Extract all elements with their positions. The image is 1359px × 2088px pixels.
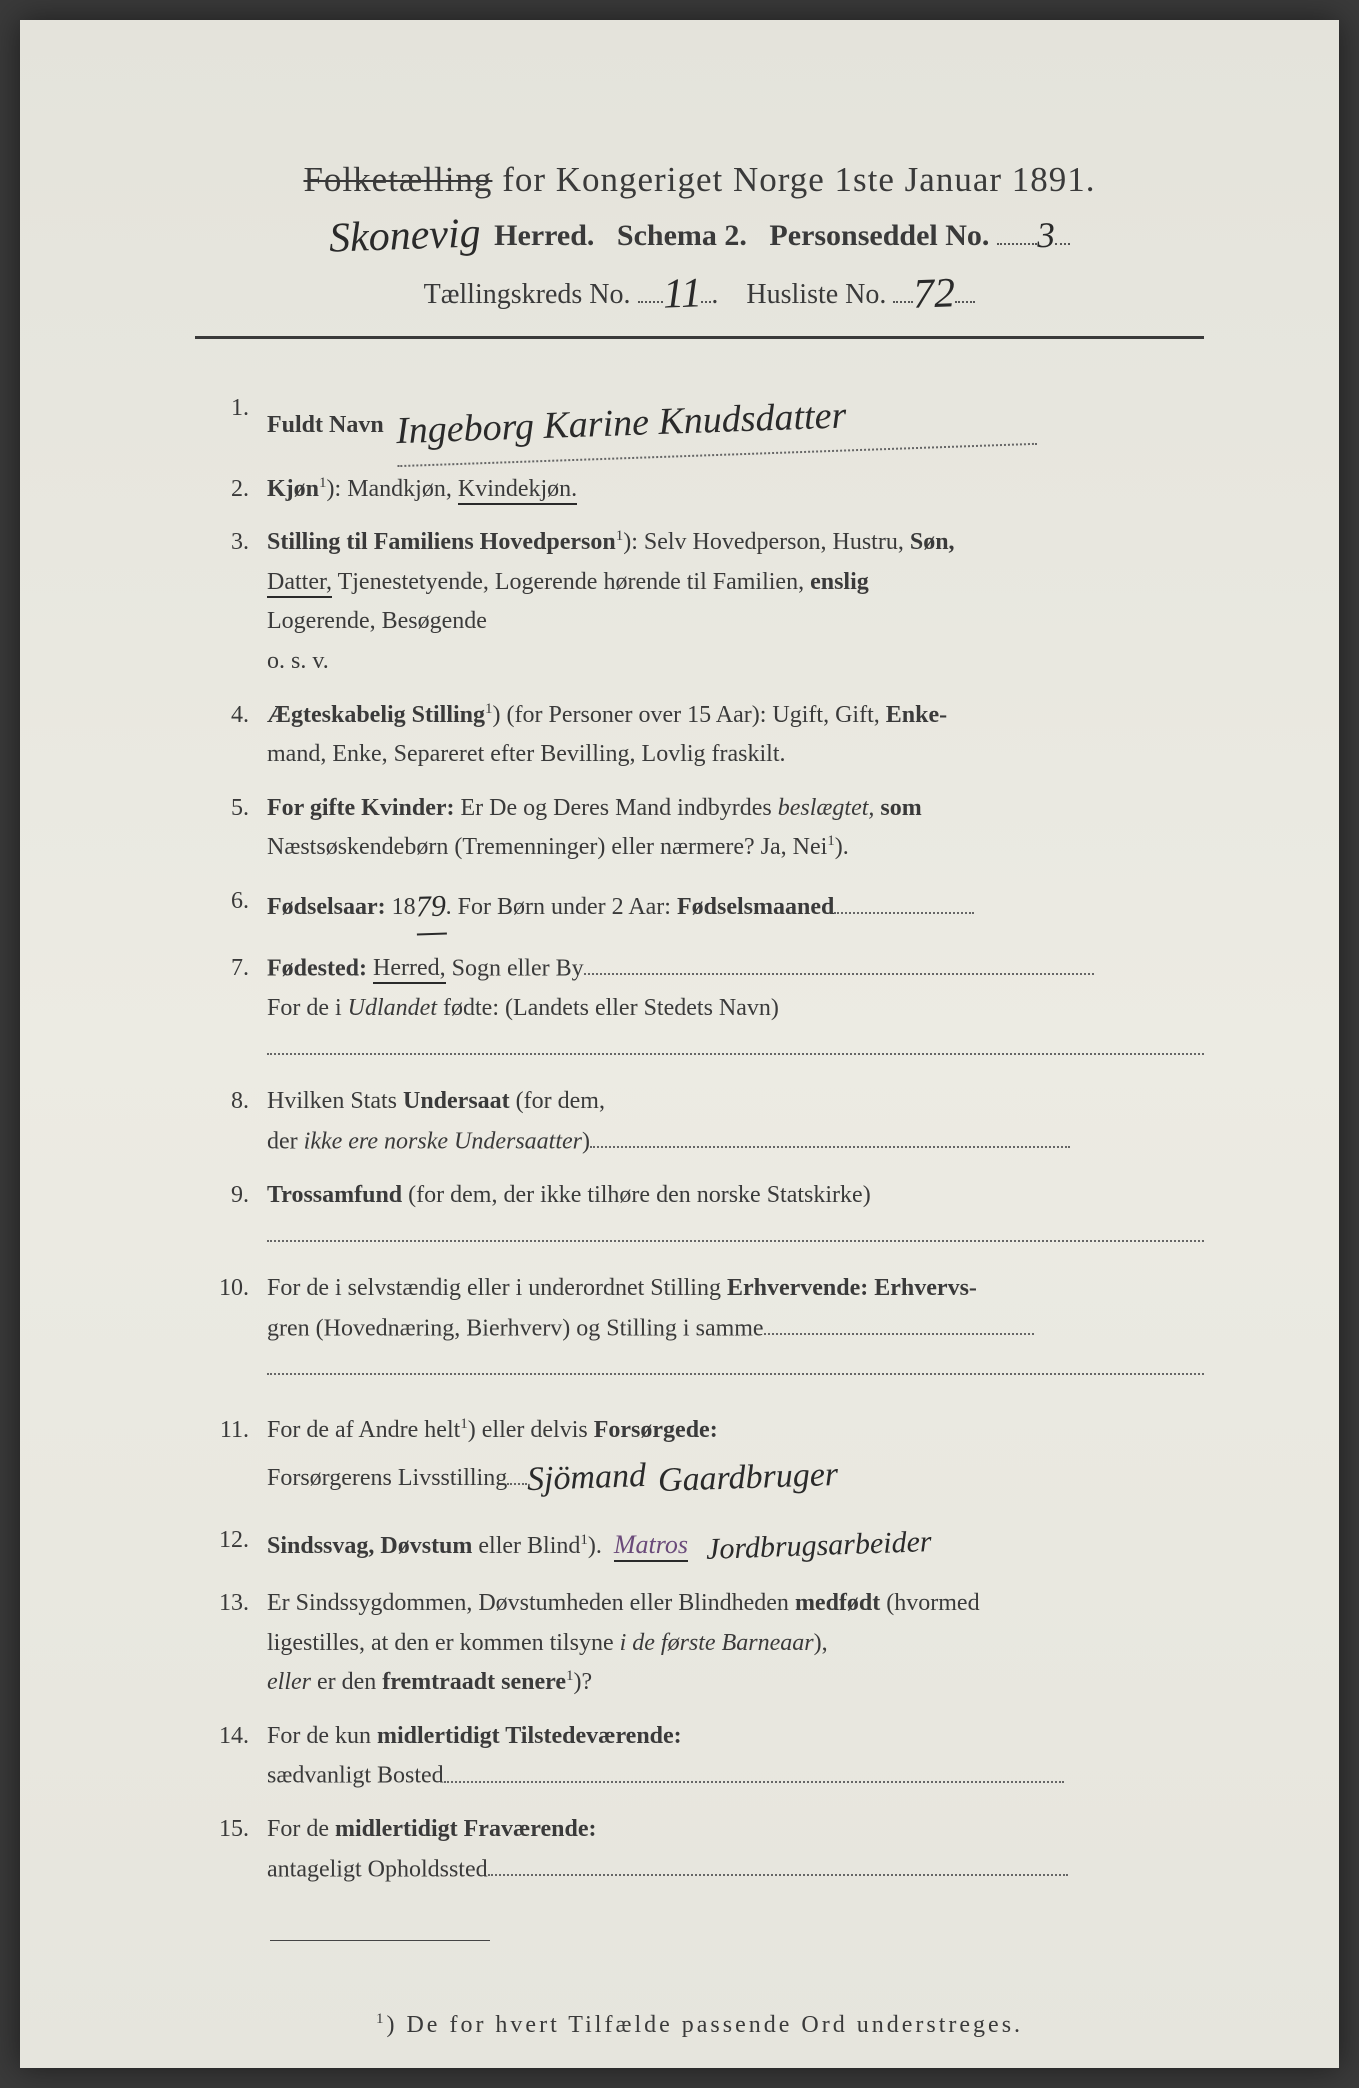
- q2-opt-mand: Mandkjøn,: [347, 476, 452, 502]
- form-items: 1. Fuldt Navn Ingeborg Karine Knudsdatte…: [195, 389, 1204, 1890]
- herred-label: Herred.: [494, 219, 594, 252]
- kreds-label: Tællingskreds No.: [424, 279, 631, 310]
- item-3: 3. Stilling til Familiens Hovedperson1):…: [205, 523, 1204, 681]
- item-11: 11. For de af Andre helt1) eller delvis …: [205, 1411, 1204, 1507]
- q11-hw-1: Sjömand: [526, 1448, 647, 1508]
- q1-name-handwritten: Ingeborg Karine Knudsdatter: [395, 378, 1037, 467]
- q12-label: Sindssvag, Døvstum: [267, 1533, 472, 1559]
- form-title: Folketælling for Kongeriget Norge 1ste J…: [195, 160, 1204, 200]
- q6-label: Fødselsaar:: [267, 894, 386, 920]
- schema-label: Schema 2.: [617, 219, 747, 252]
- header-rule: [195, 336, 1204, 339]
- kreds-no: 11: [662, 269, 703, 318]
- footnote: 1) De for hvert Tilfælde passende Ord un…: [195, 2011, 1204, 2039]
- header-line-2: Tællingskreds No. 11. Husliste No. 72: [195, 270, 1204, 318]
- q4-label: Ægteskabelig Stilling: [267, 702, 485, 728]
- q10-label: Erhvervende:: [727, 1275, 868, 1301]
- q2-opt-kvinde: Kvindekjøn.: [458, 476, 577, 505]
- census-form-page: Folketælling for Kongeriget Norge 1ste J…: [20, 20, 1339, 2068]
- item-2: 2. Kjøn1): Mandkjøn, Kvindekjøn.: [205, 470, 1204, 510]
- item-4: 4. Ægteskabelig Stilling1) (for Personer…: [205, 696, 1204, 775]
- herred-handwritten: Skonevig: [328, 209, 481, 262]
- q2-label: Kjøn: [267, 476, 319, 502]
- q3-opt-datter: Datter,: [267, 569, 332, 598]
- q5-label: For gifte Kvinder:: [267, 795, 455, 821]
- q1-label: Fuldt Navn: [267, 412, 384, 438]
- form-header: Folketælling for Kongeriget Norge 1ste J…: [195, 160, 1204, 318]
- q9-label: Trossamfund: [267, 1182, 402, 1208]
- item-5: 5. For gifte Kvinder: Er De og Deres Man…: [205, 789, 1204, 868]
- footnote-text: ) De for hvert Tilfælde passende Ord und…: [386, 2012, 1023, 2038]
- item-1: 1. Fuldt Navn Ingeborg Karine Knudsdatte…: [205, 389, 1204, 456]
- q14-label: midlertidigt Tilstedeværende:: [377, 1723, 682, 1749]
- header-line-1: Skonevig Herred. Schema 2. Personseddel …: [195, 212, 1204, 260]
- personseddel-no: 3: [1036, 214, 1055, 257]
- q12-hw-purple: Matros: [614, 1530, 688, 1562]
- personseddel-label: Personseddel No.: [769, 219, 989, 252]
- item-12: 12. Sindssvag, Døvstum eller Blind1). Ma…: [205, 1521, 1204, 1571]
- title-rest: for Kongeriget Norge 1ste Januar 1891.: [492, 160, 1095, 199]
- q8-label: Undersaat: [403, 1088, 510, 1114]
- husliste-label: Husliste No.: [746, 279, 886, 310]
- item-9: 9. Trossamfund (for dem, der ikke tilhør…: [205, 1176, 1204, 1256]
- q7-opt-herred: Herred,: [373, 955, 446, 984]
- item-6: 6. Fødselsaar: 1879. For Børn under 2 Aa…: [205, 882, 1204, 935]
- item-13: 13. Er Sindssygdommen, Døvstumheden elle…: [205, 1584, 1204, 1703]
- item-7: 7. Fødested: Herred, Sogn eller By For d…: [205, 949, 1204, 1069]
- q12-hw: Jordbrugsarbeider: [705, 1517, 932, 1574]
- q11-hw-2: Gaardbruger: [657, 1447, 839, 1509]
- q7-label: Fødested:: [267, 955, 367, 981]
- item-10: 10. For de i selvstændig eller i underor…: [205, 1269, 1204, 1389]
- q3-label: Stilling til Familiens Hovedperson: [267, 529, 616, 555]
- item-14: 14. For de kun midlertidigt Tilstedevære…: [205, 1717, 1204, 1797]
- footnote-rule: [270, 1940, 490, 1941]
- item-15: 15. For de midlertidigt Fraværende: anta…: [205, 1810, 1204, 1890]
- title-struck: Folketælling: [303, 160, 492, 199]
- husliste-no: 72: [913, 269, 957, 318]
- q15-label: midlertidigt Fraværende:: [335, 1816, 597, 1842]
- q6-year-handwritten: 79: [415, 882, 447, 936]
- q11-label: Forsørgede:: [594, 1417, 718, 1443]
- item-8: 8. Hvilken Stats Undersaat (for dem, der…: [205, 1082, 1204, 1162]
